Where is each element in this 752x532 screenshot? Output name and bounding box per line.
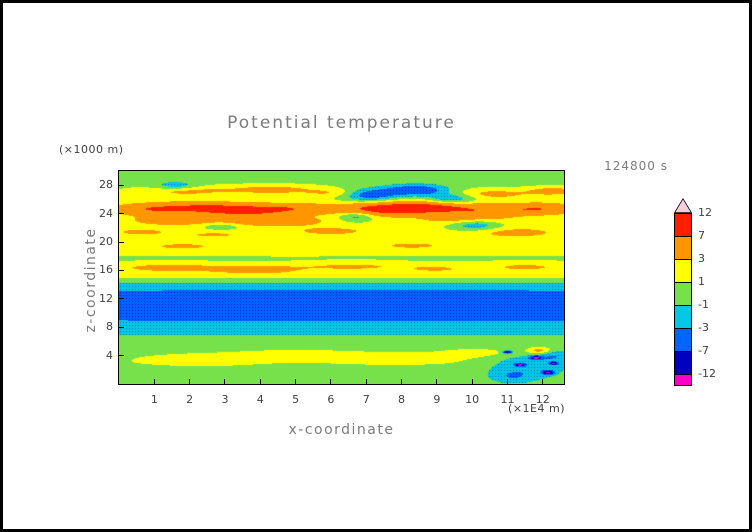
z-tick-mark [119, 241, 124, 243]
x-tick-label: 2 [186, 393, 194, 406]
z-tick-mark [119, 184, 124, 186]
colorbar-box [675, 306, 691, 329]
x-tick-label: 5 [292, 393, 300, 406]
colorbar-box [675, 375, 691, 385]
colorbar-box [675, 237, 691, 260]
heatmap-canvas [119, 171, 564, 384]
colorbar-overflow-triangle [674, 198, 692, 213]
x-tick-mark [259, 379, 261, 384]
x-tick-label: 6 [327, 393, 335, 406]
z-tick-label: 8 [106, 320, 113, 334]
colorbar-label: -7 [698, 344, 709, 357]
x-tick-label: 4 [256, 393, 264, 406]
z-axis-unit-label: (×1000 m) [59, 143, 124, 156]
x-tick-label: 1 [150, 393, 158, 406]
colorbar-box [675, 260, 691, 283]
z-tick-label: 28 [99, 178, 113, 192]
colorbar-label: 3 [698, 252, 705, 265]
x-tick-mark [365, 379, 367, 384]
chart-title: Potential temperature [227, 113, 456, 133]
colorbar-label: 12 [698, 206, 712, 219]
z-tick-label: 12 [99, 291, 113, 305]
z-tick-label: 16 [99, 263, 113, 277]
x-tick-label: 11 [500, 393, 515, 406]
plot-area [118, 170, 565, 385]
x-tick-label: 3 [221, 393, 229, 406]
x-tick-mark [295, 379, 297, 384]
z-tick-mark [119, 355, 124, 357]
x-tick-label: 9 [433, 393, 441, 406]
timestamp-label: 124800 s [604, 159, 668, 173]
x-tick-mark [153, 379, 155, 384]
z-tick-mark [119, 269, 124, 271]
z-tick-label: 24 [99, 206, 113, 220]
colorbar-label: 1 [698, 275, 705, 288]
colorbar-box [675, 329, 691, 352]
x-tick-mark [542, 379, 544, 384]
colorbar-label: -3 [698, 321, 709, 334]
colorbar-label: -12 [698, 367, 716, 380]
x-tick-label: 12 [535, 393, 550, 406]
z-tick-mark [119, 298, 124, 300]
x-tick-mark [401, 379, 403, 384]
x-tick-mark [330, 379, 332, 384]
z-tick-mark [119, 213, 124, 215]
colorbar [674, 213, 692, 386]
x-tick-mark [471, 379, 473, 384]
z-tick-label: 20 [99, 235, 113, 248]
x-tick-mark [224, 379, 226, 384]
x-tick-mark [189, 379, 191, 384]
z-axis-title: z-coordinate [83, 227, 99, 333]
z-tick-mark [119, 326, 124, 328]
x-tick-label: 10 [465, 393, 480, 406]
colorbar-box [675, 352, 691, 375]
colorbar-label: 7 [698, 229, 705, 242]
x-axis-unit-label: (×1E4 m) [508, 402, 565, 415]
x-axis-title: x-coordinate [288, 422, 395, 438]
x-tick-label: 8 [398, 393, 406, 406]
colorbar-box [675, 283, 691, 306]
x-tick-mark [436, 379, 438, 384]
x-tick-mark [506, 379, 508, 384]
colorbar-label: -1 [698, 298, 709, 311]
x-tick-label: 7 [362, 393, 370, 406]
colorbar-box [675, 214, 691, 237]
z-tick-label: 4 [106, 348, 113, 362]
